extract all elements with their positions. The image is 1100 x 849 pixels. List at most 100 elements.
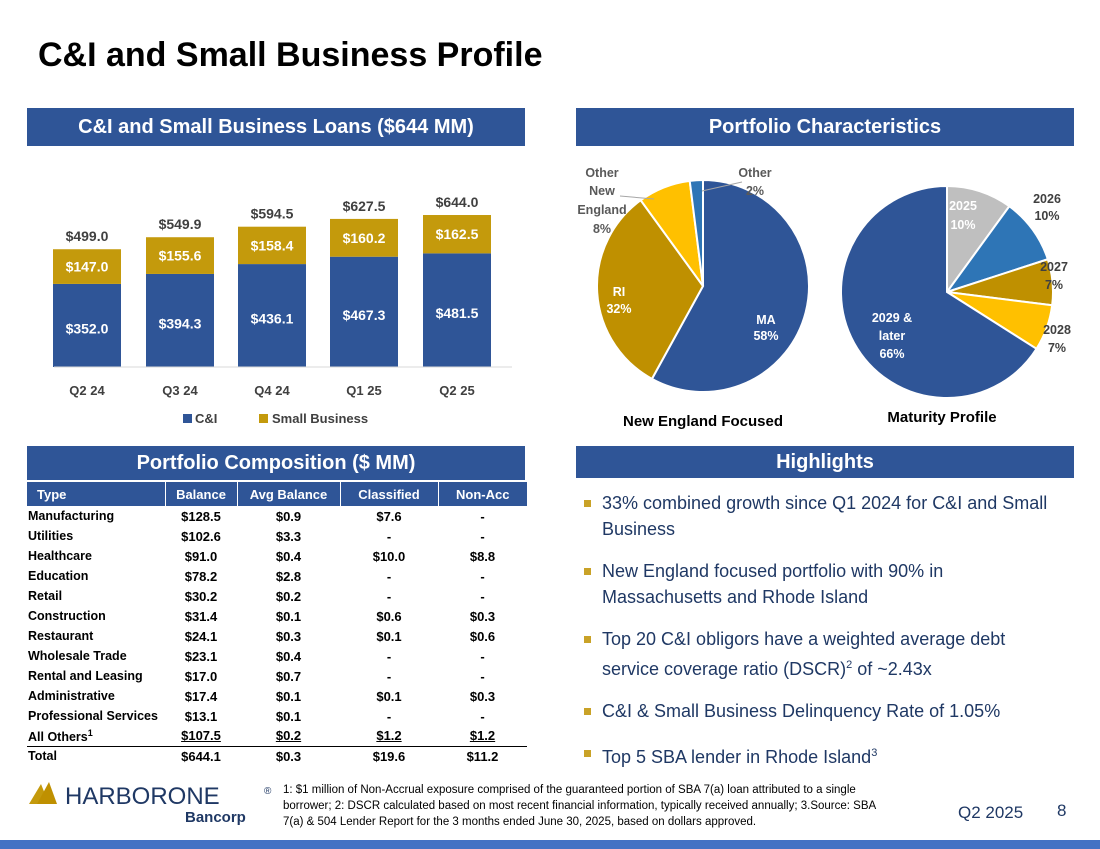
footnotes: 1: $1 million of Non-Accrual exposure co… xyxy=(283,784,876,828)
table-row: Education $78.2 $2.8 - - xyxy=(27,566,527,586)
bullet-icon xyxy=(584,500,591,507)
x-tick-label: Q4 24 xyxy=(254,383,290,398)
cell-nonacc: - xyxy=(480,588,485,604)
cell-classified: - xyxy=(386,528,392,544)
cell-balance: $13.1 xyxy=(184,708,218,724)
highlight-item: Top 20 C&I obligors have a weighted aver… xyxy=(584,626,1064,682)
mat-label-later-line2: later xyxy=(879,329,906,343)
mat-label-later-value: 66% xyxy=(879,347,904,361)
cell-avg: $0.2 xyxy=(237,726,340,747)
bar-ci-q4-24 xyxy=(238,264,306,367)
cell-avg: $0.9 xyxy=(275,508,302,524)
cell-balance: $23.1 xyxy=(184,648,218,664)
cell-avg: $0.1 xyxy=(275,708,302,724)
x-tick-label: Q2 25 xyxy=(439,383,474,398)
bullet-icon xyxy=(584,568,591,575)
bar-small-business-q2-24 xyxy=(53,249,121,284)
cell-type: Education xyxy=(28,569,89,583)
cell-type: Retail xyxy=(28,589,63,603)
data-label-total: $549.9 xyxy=(159,216,202,232)
maturity-slice-2029-later xyxy=(840,184,1038,399)
cell-nonacc: $0.3 xyxy=(469,608,496,624)
portfolio-composition-header: Portfolio Composition ($ MM) xyxy=(27,446,525,480)
mat-label-2028-name: 2028 xyxy=(1043,323,1071,337)
bar-small-business-q3-24 xyxy=(146,237,214,274)
data-label-small-business: $160.2 xyxy=(343,230,386,246)
portfolio-characteristics-header: Portfolio Characteristics xyxy=(576,108,1074,146)
highlight-text: New England focused portfolio with 90% i… xyxy=(602,561,944,607)
mat-label-later-line1: 2029 & xyxy=(872,311,912,325)
logo-sail-icon-2 xyxy=(37,782,57,804)
bar-ci-q1-25 xyxy=(330,256,398,367)
mat-label-2025-value: 10% xyxy=(950,218,975,232)
data-label-ci: $352.0 xyxy=(66,320,109,336)
data-label-total: $627.5 xyxy=(343,198,386,214)
cell-balance: $644.1 xyxy=(181,748,221,764)
cell-nonacc: $0.6 xyxy=(469,628,496,644)
ne-label-ma-value: 58% xyxy=(753,329,778,343)
cell-avg: $3.3 xyxy=(275,528,302,544)
footnote-ref-3: 3 xyxy=(871,747,878,759)
highlight-item: 33% combined growth since Q1 2024 for C&… xyxy=(584,490,1064,542)
ne-label-other-ne-line1: Other xyxy=(585,166,618,180)
ne-slice-ri xyxy=(596,198,705,381)
col-avg-balance: Avg Balance xyxy=(236,482,340,506)
cell-nonacc: $0.3 xyxy=(469,688,496,704)
data-label-ci: $394.3 xyxy=(159,315,202,331)
cell-avg: $0.2 xyxy=(275,588,302,604)
cell-balance: $17.4 xyxy=(184,688,218,704)
cell-avg: $0.1 xyxy=(275,688,302,704)
table-row: Healthcare $91.0 $0.4 $10.0 $8.8 xyxy=(27,546,527,566)
table-row-total: Total $644.1 $0.3 $19.6 $11.2 xyxy=(27,746,527,766)
col-type: Type xyxy=(27,482,165,506)
cell-balance: $24.1 xyxy=(184,628,218,644)
highlight-text: C&I & Small Business Delinquency Rate of… xyxy=(602,701,1001,721)
cell-type: Manufacturing xyxy=(28,509,115,523)
ne-label-other-ne-line3: England xyxy=(577,203,626,217)
highlight-item: C&I & Small Business Delinquency Rate of… xyxy=(584,698,1064,724)
cell-type: Wholesale Trade xyxy=(28,649,127,663)
table-row-all-others: All Others1 $107.5 $0.2 $1.2 $1.2 xyxy=(27,726,527,747)
highlight-text: Top 5 SBA lender in Rhode Island xyxy=(602,747,872,767)
bar-small-business-q2-25 xyxy=(423,215,491,254)
table-row: Administrative $17.4 $0.1 $0.1 $0.3 xyxy=(27,686,527,706)
cell-type: Administrative xyxy=(28,689,115,703)
cell-type: Healthcare xyxy=(28,549,92,563)
data-label-ci: $467.3 xyxy=(343,307,386,323)
table-row: Construction $31.4 $0.1 $0.6 $0.3 xyxy=(27,606,527,626)
cell-balance: $30.2 xyxy=(184,588,218,604)
all-others-label: All Others xyxy=(28,729,88,744)
highlight-text-end: of ~2.43x xyxy=(852,659,932,679)
mat-label-2026-value: 10% xyxy=(1034,209,1059,223)
x-tick-label: Q1 25 xyxy=(346,383,381,398)
cell-avg: $0.4 xyxy=(275,548,302,564)
data-label-small-business: $158.4 xyxy=(251,237,294,253)
bar-small-business-q4-24 xyxy=(238,226,306,265)
logo-wordmark: HARBORONE xyxy=(65,783,220,810)
bottom-accent-bar xyxy=(0,840,1100,849)
ne-leader-other xyxy=(701,181,743,192)
maturity-caption: Maturity Profile xyxy=(887,409,996,426)
period-label: Q2 2025 xyxy=(958,803,1024,822)
new-england-pie xyxy=(596,178,810,393)
cell-balance: $17.0 xyxy=(184,668,218,684)
new-england-caption: New England Focused xyxy=(623,413,783,430)
cell-classified: $0.6 xyxy=(376,608,402,624)
cell-balance: $78.2 xyxy=(184,568,218,584)
cell-type: Construction xyxy=(28,609,106,623)
data-label-small-business: $162.5 xyxy=(436,226,479,242)
bar-small-business-q1-25 xyxy=(330,218,398,257)
loans-bar-chart: $352.0 $147.0 $499.0 Q2 24 $394.3 $155.6 $549.… xyxy=(53,194,512,426)
data-label-total: $594.5 xyxy=(251,206,294,222)
cell-balance: $128.5 xyxy=(181,508,221,524)
ne-label-other-ne-line2: New xyxy=(589,184,615,198)
table-header-row: Type Balance Avg Balance Classified Non-… xyxy=(27,482,527,506)
cell-classified: - xyxy=(386,668,392,684)
cell-avg: $0.3 xyxy=(275,748,302,764)
cell-nonacc: $8.8 xyxy=(469,548,496,564)
loans-chart-header: C&I and Small Business Loans ($644 MM) xyxy=(27,108,525,146)
cell-nonacc: - xyxy=(480,568,485,584)
ne-label-ri-name: RI xyxy=(613,285,626,299)
footnote-ref-2: 2 xyxy=(846,659,853,671)
bar-ci-q2-25 xyxy=(423,253,491,367)
